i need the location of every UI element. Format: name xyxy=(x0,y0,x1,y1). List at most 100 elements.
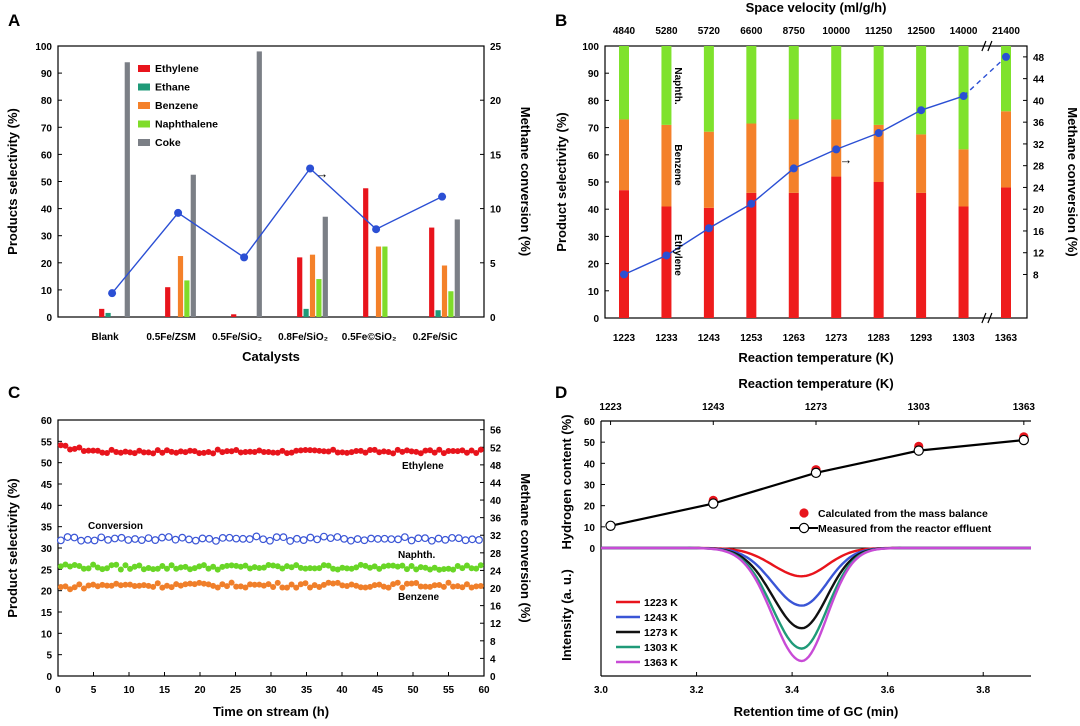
y2-tick-label: 48 xyxy=(490,461,502,472)
point-benzene xyxy=(163,582,170,589)
conversion-point xyxy=(874,129,883,138)
stack-ethylene xyxy=(703,207,714,318)
point-benzene xyxy=(127,581,134,588)
point-benzene xyxy=(413,579,420,586)
point-benzene xyxy=(422,583,429,590)
point-benzene xyxy=(274,579,281,586)
point-ethylene xyxy=(219,449,226,456)
point-ethylene xyxy=(380,448,387,455)
point-conversion xyxy=(70,533,79,542)
conversion-point xyxy=(832,145,841,154)
point-benzene xyxy=(343,583,350,590)
y-tick-label: 90 xyxy=(588,69,600,80)
point-naphth xyxy=(357,561,364,568)
stack-benzene xyxy=(873,124,884,182)
panel-letter-b: B xyxy=(555,11,567,30)
point-ethylene xyxy=(353,448,360,455)
point-ethylene xyxy=(177,448,184,455)
point-benzene xyxy=(94,583,101,590)
y-tick-label: 5 xyxy=(46,651,52,662)
point-benzene xyxy=(293,584,300,591)
x-axis-label: Retention time of GC (min) xyxy=(734,704,899,719)
point-naphth xyxy=(477,562,484,569)
x-tick-label: 55 xyxy=(443,685,455,696)
point-benzene xyxy=(417,583,424,590)
point-ethylene xyxy=(145,449,152,456)
conversion-line-extrapolated xyxy=(963,56,1007,97)
point-benzene xyxy=(380,583,387,590)
conversion-point xyxy=(174,208,183,217)
x2-tick-label: 12500 xyxy=(907,26,935,37)
x-tick-label: 3.0 xyxy=(594,685,608,696)
y2-tick-label: 12 xyxy=(1033,249,1045,260)
y-tick-label: 40 xyxy=(41,501,53,512)
point-conversion xyxy=(110,534,119,543)
point-ethylene xyxy=(62,442,69,449)
x-tick-label: 1233 xyxy=(655,333,678,344)
point-benzene xyxy=(454,583,461,590)
y-tick-label: 20 xyxy=(41,587,53,598)
y-tick-label: 20 xyxy=(588,260,600,271)
point-conversion xyxy=(340,534,349,543)
point-conversion xyxy=(475,536,483,544)
point-naphth xyxy=(62,561,69,568)
y2-tick-label: 8 xyxy=(1033,270,1039,281)
y-tick-label: 60 xyxy=(584,417,596,428)
point-naphth xyxy=(307,565,314,572)
point-conversion xyxy=(333,533,342,541)
point-naphth xyxy=(140,566,147,573)
point-benzene xyxy=(399,584,406,591)
y-tick-label: 0 xyxy=(46,313,52,324)
point-benzene xyxy=(288,581,295,588)
y2-axis-label: Methane conversion (%) xyxy=(518,107,533,257)
series-label-conversion: Conversion xyxy=(88,521,143,532)
measured-point xyxy=(605,520,616,531)
point-benzene xyxy=(270,584,277,591)
point-naphth xyxy=(173,565,180,572)
x-tick-label: 1273 xyxy=(825,333,848,344)
y-tick-label: 50 xyxy=(584,438,596,449)
point-naphth xyxy=(265,562,272,569)
x2-tick-label: 1223 xyxy=(599,402,622,413)
point-naphth xyxy=(445,565,452,572)
y2-tick-label: 48 xyxy=(1033,53,1045,64)
point-conversion xyxy=(97,533,106,542)
point-ethylene xyxy=(122,448,129,455)
point-ethylene xyxy=(436,446,443,453)
y-tick-label: 60 xyxy=(41,416,53,427)
bar-ethylene xyxy=(165,287,171,317)
point-ethylene xyxy=(274,449,281,456)
point-ethylene xyxy=(99,449,106,456)
point-ethylene xyxy=(237,449,244,456)
point-ethylene xyxy=(163,447,170,454)
y-tick-label: 80 xyxy=(41,96,53,107)
stack-ethylene xyxy=(619,190,629,318)
measured-point xyxy=(810,467,822,479)
point-ethylene xyxy=(71,445,78,452)
point-benzene xyxy=(251,581,258,588)
y2-tick-label: 10 xyxy=(490,205,502,216)
stack-naphth xyxy=(746,46,757,124)
stack-naphth xyxy=(1001,46,1011,112)
point-conversion xyxy=(225,533,234,542)
series-label-ethylene: Ethylene xyxy=(402,461,444,472)
point-benzene xyxy=(136,582,143,589)
point-benzene xyxy=(233,583,240,590)
x-tick-label: 0.8Fe/SiO₂ xyxy=(278,332,328,343)
conversion-point xyxy=(438,192,447,201)
stack-naphth xyxy=(661,46,672,125)
point-naphth xyxy=(187,566,194,573)
y2-tick-label: 24 xyxy=(1033,183,1045,194)
legend-label: Coke xyxy=(155,137,181,149)
point-naphth xyxy=(219,563,226,570)
x2-tick-label: 10000 xyxy=(822,26,850,37)
point-naphth xyxy=(76,562,83,569)
point-naphth xyxy=(127,565,134,572)
y-tick-label: 60 xyxy=(588,151,600,162)
point-conversion xyxy=(218,534,227,542)
bar-benzene xyxy=(309,254,316,317)
x-tick-label: 3.6 xyxy=(881,685,895,696)
point-benzene xyxy=(348,581,355,588)
x-tick-label: 1223 xyxy=(613,333,636,344)
axis-arrow: → xyxy=(316,166,329,181)
